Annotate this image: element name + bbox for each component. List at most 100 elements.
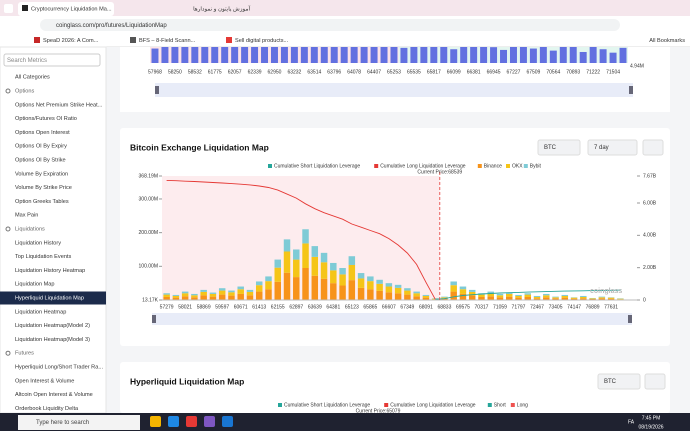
bar-segment [237, 289, 243, 294]
bg-long [162, 176, 440, 300]
x-tick-label: 66607 [382, 304, 396, 310]
bar-segment [265, 281, 271, 289]
y2-tick-label: 6.00B [643, 200, 657, 206]
legend-swatch[interactable] [524, 164, 528, 168]
bar-segment [302, 243, 308, 268]
x-tick-label: 58021 [178, 304, 192, 310]
bar-segment [525, 295, 531, 297]
tab-menu[interactable] [4, 4, 13, 13]
slider-handle[interactable] [152, 315, 156, 323]
bar [410, 47, 417, 63]
legend-swatch[interactable] [506, 164, 510, 168]
bar [271, 47, 278, 63]
bar-segment [312, 257, 318, 276]
refresh-button[interactable] [643, 140, 663, 155]
taskbar-app[interactable] [186, 416, 197, 427]
bar-segment [589, 298, 595, 299]
x-tick-label: 58869 [197, 304, 211, 310]
x-tick-label: 67227 [507, 69, 521, 75]
slider-handle[interactable] [628, 315, 632, 323]
bar [231, 47, 238, 63]
taskbar-app[interactable] [204, 416, 215, 427]
bar-segment [450, 292, 456, 300]
bar-segment [293, 249, 299, 259]
bar [191, 47, 198, 63]
slider-handle[interactable] [155, 86, 159, 94]
legend-swatch[interactable] [374, 164, 378, 168]
bar-segment [173, 295, 179, 296]
bar [430, 47, 437, 63]
bar-segment [413, 296, 419, 300]
bar [161, 47, 168, 63]
bar-segment [386, 287, 392, 293]
range-slider[interactable] [152, 313, 632, 325]
menu-item: Hyperliquid Liquidation Map [15, 295, 84, 301]
bar-segment [275, 268, 281, 282]
x-tick-label: 66099 [447, 69, 461, 75]
legend-swatch[interactable] [384, 403, 388, 407]
bar [590, 47, 597, 63]
x-tick-label: 68091 [419, 304, 433, 310]
bar-segment [506, 297, 512, 300]
x-tick-label: 70564 [546, 69, 560, 75]
legend-swatch[interactable] [268, 164, 272, 168]
bar-segment [293, 277, 299, 300]
all-categories: All Categories [15, 74, 50, 80]
bar-segment [386, 292, 392, 300]
y-tick-label: 368.19M [139, 173, 158, 179]
bar [600, 49, 607, 63]
bar-segment [534, 297, 540, 298]
legend-swatch[interactable] [478, 164, 482, 168]
legend-swatch[interactable] [488, 403, 492, 407]
range-slider[interactable] [155, 83, 633, 97]
bar [420, 47, 427, 63]
bar [291, 47, 298, 63]
x-tick-label: 61775 [208, 69, 222, 75]
clock-time: 7:45 PM [642, 415, 661, 421]
x-tick-label: 65535 [407, 69, 421, 75]
bar [211, 47, 218, 63]
bar-segment [312, 276, 318, 300]
dropdown-value: 7 day [594, 145, 609, 151]
x-tick-label: 65253 [387, 69, 401, 75]
bar-segment [413, 293, 419, 296]
legend-swatch[interactable] [511, 403, 515, 407]
bar [560, 47, 567, 63]
dropdown-value: BTC [544, 145, 557, 151]
taskbar-app[interactable] [150, 416, 161, 427]
x-tick-label: 71504 [606, 69, 620, 75]
bar-segment [256, 292, 262, 300]
y-tick-label: 200.00M [139, 230, 158, 236]
bookmark: SpeaD 2026: A Com... [43, 38, 99, 44]
x-tick-label: 65123 [345, 304, 359, 310]
x-tick-label: 71059 [493, 304, 507, 310]
bar-segment [580, 297, 586, 298]
bar-segment [182, 292, 188, 294]
bar-segment [376, 284, 382, 291]
x-tick-label: 68833 [437, 304, 451, 310]
bar-segment [210, 293, 216, 294]
taskbar-app[interactable] [222, 416, 233, 427]
bar [570, 47, 577, 63]
legend-label: Bybit [530, 163, 542, 169]
bar-segment [349, 280, 355, 300]
x-tick-label: 72467 [530, 304, 544, 310]
bar-segment [321, 253, 327, 262]
bar [530, 49, 537, 63]
x-tick-label: 60671 [234, 304, 248, 310]
all-bookmarks: All Bookmarks [649, 38, 685, 44]
bar-segment [330, 283, 336, 300]
menu-item: Top Liquidation Events [15, 254, 71, 260]
legend-swatch[interactable] [278, 403, 282, 407]
refresh-button[interactable] [645, 374, 665, 389]
taskbar-app[interactable] [168, 416, 179, 427]
slider-handle[interactable] [629, 86, 633, 94]
bookmark-icon [34, 37, 40, 43]
bar [540, 47, 547, 63]
bar-segment [487, 296, 493, 300]
legend-label: OKX [512, 163, 523, 169]
bar-segment [321, 262, 327, 279]
x-tick-label: 63796 [327, 69, 341, 75]
